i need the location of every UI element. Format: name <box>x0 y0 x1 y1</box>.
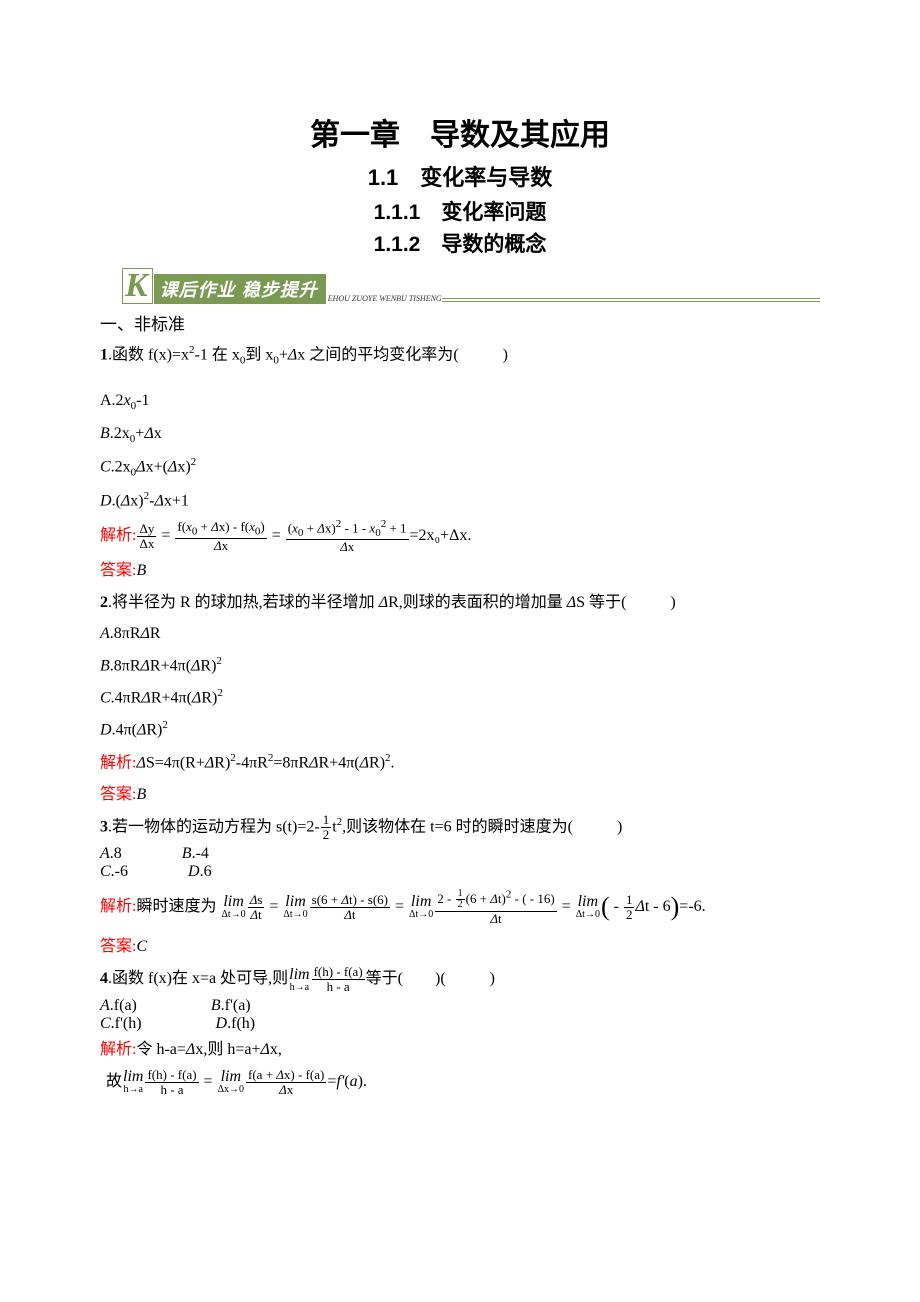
q2-solution: 解析:ΔS=4π(R+ΔR)2-4πR2=8πRΔR+4π(ΔR)2. <box>100 749 820 778</box>
practice-banner: K 课后作业 稳步提升 EHOU ZUOYE WENBU TISHENG <box>122 268 820 304</box>
q3-option-d: D.6 <box>188 863 212 881</box>
q1-answer: 答案:B <box>100 557 820 586</box>
subsection-2: 1.1.2 导数的概念 <box>100 228 820 258</box>
q4-options-row2: C.f'(h) D.f(h) <box>100 1015 820 1033</box>
q3-option-a: A.8 <box>100 845 122 863</box>
q2-option-d: D.4π(ΔR)2 <box>100 716 820 745</box>
q4-options-row1: A.f(a) B.f'(a) <box>100 997 820 1015</box>
q1-option-d: D.(Δx)2-Δx+1 <box>100 487 820 516</box>
q4-stem: 4.函数 f(x)在 x=a 处可导,则limh→af(h) - f(a)h -… <box>100 965 820 994</box>
q4-solution-2: 故limh→af(h) - f(a)h - a = limΔx→0f(a + Δ… <box>106 1068 820 1097</box>
q2-stem: 2.将半径为 R 的球加热,若球的半径增加 ΔR,则球的表面积的增加量 ΔS 等… <box>100 589 820 618</box>
banner-pinyin: EHOU ZUOYE WENBU TISHENG <box>328 294 442 303</box>
q1-stem: 11.函数 f(x)=x²-1 在 x₀到 x₀+Δx 之间的平均变化率为( )… <box>100 341 820 371</box>
q4-option-b: B.f'(a) <box>211 997 251 1015</box>
q3-stem: 3.若一物体的运动方程为 s(t)=2-12t2,则该物体在 t=6 时的瞬时速… <box>100 813 820 842</box>
q2-option-a: A.8πRΔR <box>100 620 820 649</box>
q2-option-b: B.8πRΔR+4π(ΔR)2 <box>100 652 820 681</box>
q4-option-a: A.f(a) <box>100 997 137 1015</box>
q4-option-c: C.f'(h) <box>100 1015 142 1033</box>
q2-option-c: C.4πRΔR+4π(ΔR)2 <box>100 684 820 713</box>
q3-option-c: C.-6 <box>100 863 128 881</box>
banner-k-icon: K <box>122 268 153 304</box>
q3-answer: 答案:C <box>100 933 820 962</box>
banner-label: 课后作业 稳步提升 <box>154 274 326 304</box>
subsection-1: 1.1.1 变化率问题 <box>100 196 820 226</box>
q4-option-d: D.f(h) <box>216 1015 256 1033</box>
section-heading: 一、非标准 <box>100 310 820 335</box>
q2-answer: 答案:B <box>100 781 820 810</box>
q1-option-a: A.2x0-1 <box>100 387 820 417</box>
q1-option-b: B.2x0+Δx <box>100 420 820 450</box>
q3-option-b: B.-4 <box>182 845 209 863</box>
q3-solution: 解析:瞬时速度为 limΔt→0ΔsΔt = limΔt→0s(6 + Δt) … <box>100 884 820 931</box>
banner-line <box>442 298 820 302</box>
q3-options-row2: C.-6 D.6 <box>100 863 820 881</box>
q4-solution-1: 解析:令 h-a=Δx,则 h=a+Δx, <box>100 1036 820 1065</box>
section-title: 1.1 变化率与导数 <box>100 160 820 192</box>
q1-solution: 解析:ΔyΔx = f(x0 + Δx) - f(x0)Δx = (x0 + Δ… <box>100 519 820 554</box>
q1-option-c: C.2x0Δx+(Δx)2 <box>100 453 820 483</box>
solution-label: 解析: <box>100 527 136 544</box>
q3-options-row1: A.8 B.-4 <box>100 845 820 863</box>
chapter-title: 第一章 导数及其应用 <box>100 110 820 154</box>
document-page: 第一章 导数及其应用 1.1 变化率与导数 1.1.1 变化率问题 1.1.2 … <box>0 0 920 1180</box>
